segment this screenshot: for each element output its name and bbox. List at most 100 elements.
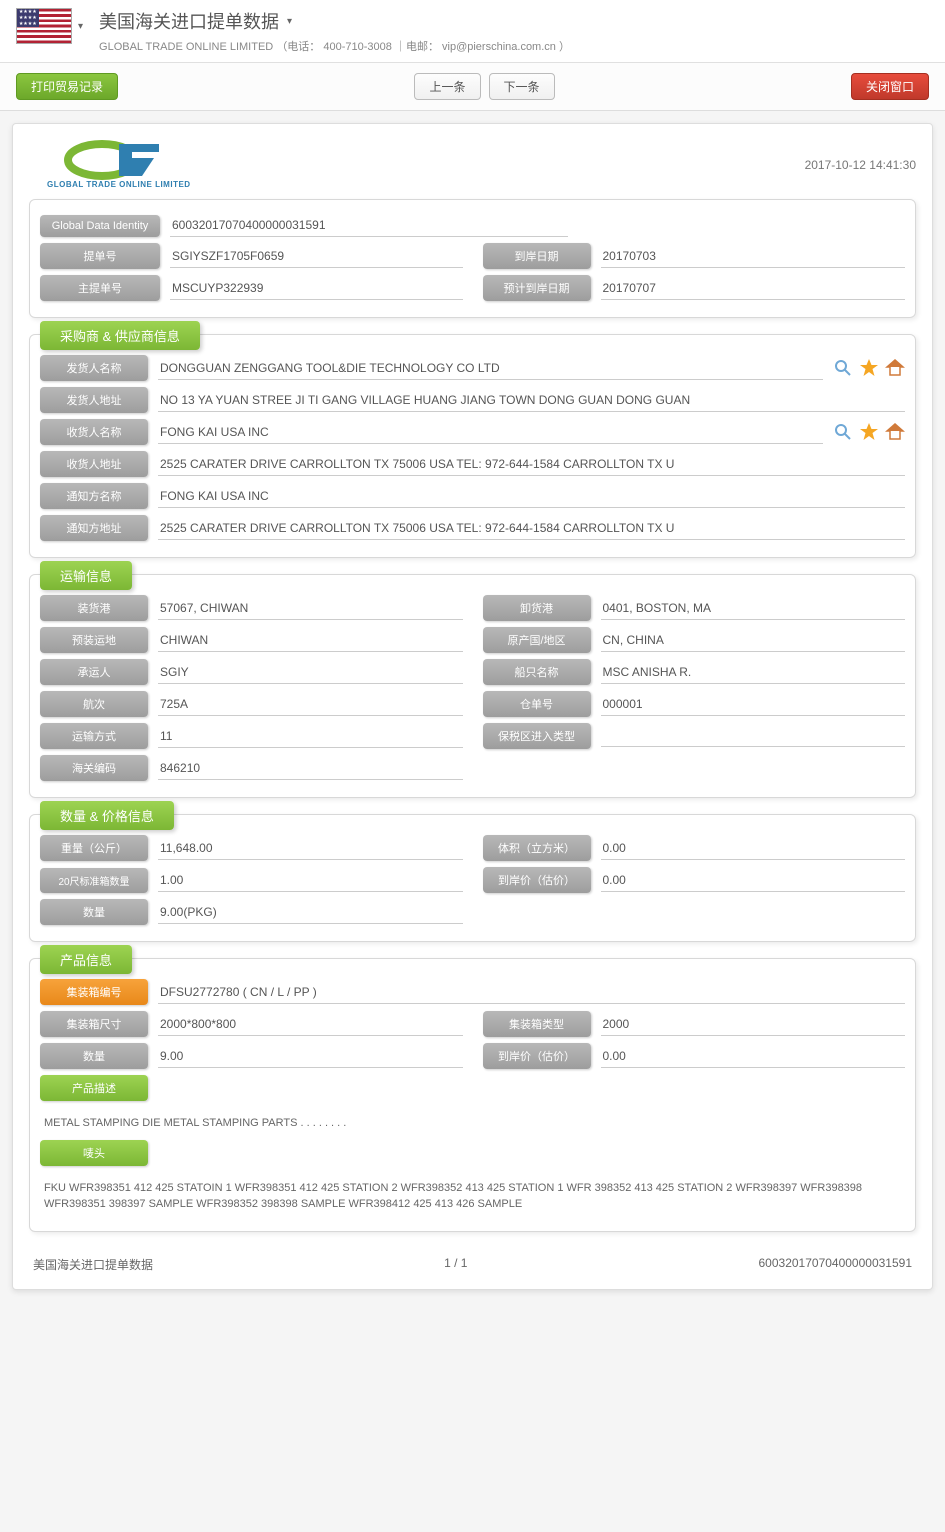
notify-name-label: 通知方名称 xyxy=(40,483,148,509)
home-icon[interactable] xyxy=(885,358,905,378)
voyage-value: 725A xyxy=(158,693,463,716)
master-label: 主提单号 xyxy=(40,275,160,301)
load-port: 57067, CHIWAN xyxy=(158,597,463,620)
gdi-value: 60032017070400000031591 xyxy=(170,214,568,237)
prev-button[interactable]: 上一条 xyxy=(414,73,480,100)
warehouse-value: 000001 xyxy=(601,693,906,716)
search-icon[interactable] xyxy=(833,358,853,378)
next-button[interactable]: 下一条 xyxy=(489,73,555,100)
container-type: 2000 xyxy=(601,1013,906,1036)
footer-left: 美国海关进口提单数据 xyxy=(33,1256,153,1273)
bill-label: 提单号 xyxy=(40,243,160,269)
teu-label: 20尺标准箱数量 xyxy=(40,868,148,893)
teu-value: 1.00 xyxy=(158,869,463,892)
notify-addr-label: 通知方地址 xyxy=(40,515,148,541)
voyage-label: 航次 xyxy=(40,691,148,717)
arrive-value: 20170703 xyxy=(601,245,906,268)
arrive-label: 到岸日期 xyxy=(483,243,591,269)
container-type-label: 集装箱类型 xyxy=(483,1011,591,1037)
est-arrive-label: 预计到岸日期 xyxy=(483,275,591,301)
master-value: MSCUYP322939 xyxy=(170,277,463,300)
mode-value: 11 xyxy=(158,725,463,748)
unload-port-label: 卸货港 xyxy=(483,595,591,621)
search-icon[interactable] xyxy=(833,422,853,442)
bonded-value xyxy=(601,725,906,747)
logo: GLOBAL TRADE ONLINE LIMITED xyxy=(29,140,191,189)
country-selector[interactable]: ▾ xyxy=(16,8,83,44)
product-qty-label: 数量 xyxy=(40,1043,148,1069)
container-size: 2000*800*800 xyxy=(158,1013,463,1036)
bill-value: SGIYSZF1705F0659 xyxy=(170,245,463,268)
footer-right: 60032017070400000031591 xyxy=(759,1256,913,1273)
shipper-name: DONGGUAN ZENGGANG TOOL&DIE TECHNOLOGY CO… xyxy=(158,357,823,380)
star-icon[interactable] xyxy=(859,422,879,442)
cif-label: 到岸价（估价） xyxy=(483,867,591,893)
origin-value: CN, CHINA xyxy=(601,629,906,652)
parties-title: 采购商 & 供应商信息 xyxy=(40,321,200,350)
page-subtitle: GLOBAL TRADE ONLINE LIMITED （电话： 400-710… xyxy=(99,38,570,54)
transport-panel: 运输信息 装货港57067, CHIWAN 卸货港0401, BOSTON, M… xyxy=(29,574,916,798)
timestamp: 2017-10-12 14:41:30 xyxy=(805,158,916,172)
shipper-addr-label: 发货人地址 xyxy=(40,387,148,413)
logo-text: GLOBAL TRADE ONLINE LIMITED xyxy=(47,180,191,189)
container-size-label: 集装箱尺寸 xyxy=(40,1011,148,1037)
data-sheet: GLOBAL TRADE ONLINE LIMITED 2017-10-12 1… xyxy=(12,123,933,1290)
cif-value: 0.00 xyxy=(601,869,906,892)
transport-title: 运输信息 xyxy=(40,561,132,590)
parties-panel: 采购商 & 供应商信息 发货人名称 DONGGUAN ZENGGANG TOOL… xyxy=(29,334,916,558)
flag-us-icon xyxy=(16,8,72,44)
unload-port: 0401, BOSTON, MA xyxy=(601,597,906,620)
title-caret-icon[interactable]: ▾ xyxy=(287,16,292,27)
warehouse-label: 仓单号 xyxy=(483,691,591,717)
top-bar: ▾ 美国海关进口提单数据 ▾ GLOBAL TRADE ONLINE LIMIT… xyxy=(0,0,945,63)
desc-text: METAL STAMPING DIE METAL STAMPING PARTS … xyxy=(40,1107,905,1140)
container-no: DFSU2772780 ( CN / L / PP ) xyxy=(158,981,905,1004)
identity-panel: Global Data Identity 6003201707040000003… xyxy=(29,199,916,318)
consignee-name-label: 收货人名称 xyxy=(40,419,148,445)
notify-addr: 2525 CARATER DRIVE CARROLLTON TX 75006 U… xyxy=(158,517,905,540)
marks-label: 唛头 xyxy=(40,1140,148,1166)
origin-label: 原产国/地区 xyxy=(483,627,591,653)
consignee-addr: 2525 CARATER DRIVE CARROLLTON TX 75006 U… xyxy=(158,453,905,476)
shipper-name-label: 发货人名称 xyxy=(40,355,148,381)
action-bar: 打印贸易记录 上一条 下一条 关闭窗口 xyxy=(0,63,945,111)
volume-label: 体积（立方米） xyxy=(483,835,591,861)
star-icon[interactable] xyxy=(859,358,879,378)
print-button[interactable]: 打印贸易记录 xyxy=(16,73,118,100)
gdi-label: Global Data Identity xyxy=(40,215,160,237)
weight-label: 重量（公斤） xyxy=(40,835,148,861)
quantity-title: 数量 & 价格信息 xyxy=(40,801,174,830)
footer: 美国海关进口提单数据 1 / 1 60032017070400000031591 xyxy=(29,1248,916,1273)
hscode-value: 846210 xyxy=(158,757,463,780)
carrier-label: 承运人 xyxy=(40,659,148,685)
carrier-value: SGIY xyxy=(158,661,463,684)
consignee-addr-label: 收货人地址 xyxy=(40,451,148,477)
title-block: 美国海关进口提单数据 ▾ GLOBAL TRADE ONLINE LIMITED… xyxy=(99,8,570,54)
container-no-label: 集装箱编号 xyxy=(40,979,148,1005)
product-qty: 9.00 xyxy=(158,1045,463,1068)
quantity-panel: 数量 & 价格信息 重量（公斤）11,648.00 体积（立方米）0.00 20… xyxy=(29,814,916,942)
close-button[interactable]: 关闭窗口 xyxy=(851,73,929,100)
pre-value: CHIWAN xyxy=(158,629,463,652)
vessel-label: 船只名称 xyxy=(483,659,591,685)
consignee-name: FONG KAI USA INC xyxy=(158,421,823,444)
weight-value: 11,648.00 xyxy=(158,837,463,860)
page-title: 美国海关进口提单数据 xyxy=(99,8,279,34)
mode-label: 运输方式 xyxy=(40,723,148,749)
volume-value: 0.00 xyxy=(601,837,906,860)
footer-center: 1 / 1 xyxy=(444,1256,467,1273)
product-cif: 0.00 xyxy=(601,1045,906,1068)
caret-down-icon: ▾ xyxy=(78,21,83,32)
load-port-label: 装货港 xyxy=(40,595,148,621)
qty-value: 9.00(PKG) xyxy=(158,901,463,924)
bonded-label: 保税区进入类型 xyxy=(483,723,591,749)
qty-label: 数量 xyxy=(40,899,148,925)
logo-icon xyxy=(64,140,174,180)
pre-label: 预装运地 xyxy=(40,627,148,653)
est-arrive-value: 20170707 xyxy=(601,277,906,300)
hscode-label: 海关编码 xyxy=(40,755,148,781)
home-icon[interactable] xyxy=(885,422,905,442)
marks-text: FKU WFR398351 412 425 STATOIN 1 WFR39835… xyxy=(40,1172,905,1221)
desc-label: 产品描述 xyxy=(40,1075,148,1101)
product-title: 产品信息 xyxy=(40,945,132,974)
